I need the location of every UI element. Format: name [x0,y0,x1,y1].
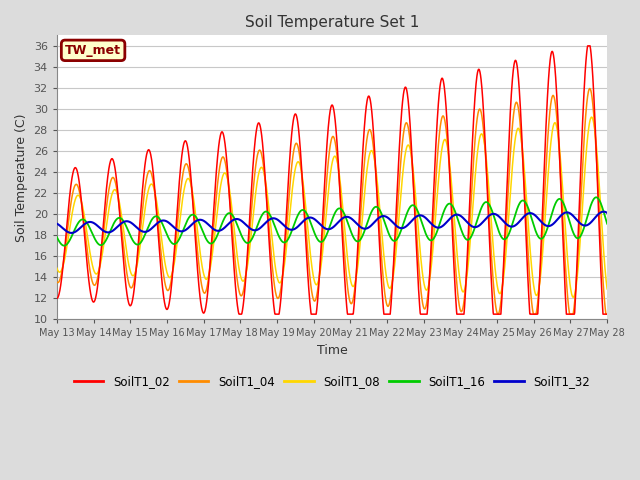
Line: SoilT1_16: SoilT1_16 [57,197,607,246]
SoilT1_32 [68,230,76,236]
SoilT1_08 [486,203,494,209]
SoilT1_04 [494,311,502,317]
SoilT1_16 [604,221,611,227]
SoilT1_32 [81,221,89,227]
SoilT1_04 [486,230,494,236]
Line: SoilT1_04: SoilT1_04 [57,88,607,314]
Line: SoilT1_08: SoilT1_08 [57,117,607,297]
SoilT1_32 [588,219,595,225]
SoilT1_32 [307,215,314,220]
SoilT1_08 [53,265,61,271]
Y-axis label: Soil Temperature (C): Soil Temperature (C) [15,113,28,241]
SoilT1_08 [306,246,314,252]
SoilT1_08 [588,115,595,120]
SoilT1_16 [60,243,68,249]
SoilT1_32 [53,221,61,227]
SoilT1_08 [81,216,89,222]
SoilT1_16 [486,204,494,210]
SoilT1_32 [588,219,595,225]
SoilT1_02 [81,237,89,243]
Line: SoilT1_32: SoilT1_32 [57,212,607,233]
SoilT1_02 [588,58,596,64]
SoilT1_16 [81,218,89,224]
SoilT1_16 [592,194,600,200]
SoilT1_08 [321,231,328,237]
SoilT1_16 [588,201,595,206]
SoilT1_02 [236,311,243,317]
SoilT1_16 [321,236,328,241]
SoilT1_08 [588,114,595,120]
SoilT1_02 [584,43,592,49]
SoilT1_02 [307,302,314,308]
SoilT1_32 [486,212,494,217]
SoilT1_32 [321,225,328,231]
SoilT1_04 [586,85,594,91]
SoilT1_02 [53,296,61,301]
SoilT1_02 [486,259,494,264]
SoilT1_02 [604,311,611,317]
SoilT1_16 [588,202,595,207]
SoilT1_04 [588,90,595,96]
Legend: SoilT1_02, SoilT1_04, SoilT1_08, SoilT1_16, SoilT1_32: SoilT1_02, SoilT1_04, SoilT1_08, SoilT1_… [69,371,595,393]
SoilT1_16 [307,218,314,224]
SoilT1_16 [53,234,61,240]
SoilT1_04 [53,279,61,285]
SoilT1_32 [604,210,611,216]
SoilT1_04 [306,273,314,279]
SoilT1_04 [588,92,596,98]
SoilT1_02 [588,55,595,60]
SoilT1_08 [604,286,611,292]
Title: Soil Temperature Set 1: Soil Temperature Set 1 [244,15,419,30]
SoilT1_04 [321,207,328,213]
Text: TW_met: TW_met [65,44,121,57]
SoilT1_04 [81,228,89,233]
SoilT1_02 [321,179,328,184]
SoilT1_32 [600,209,607,215]
SoilT1_08 [588,114,596,120]
SoilT1_08 [570,294,577,300]
X-axis label: Time: Time [317,344,348,357]
Line: SoilT1_02: SoilT1_02 [57,46,607,314]
SoilT1_04 [604,311,611,317]
